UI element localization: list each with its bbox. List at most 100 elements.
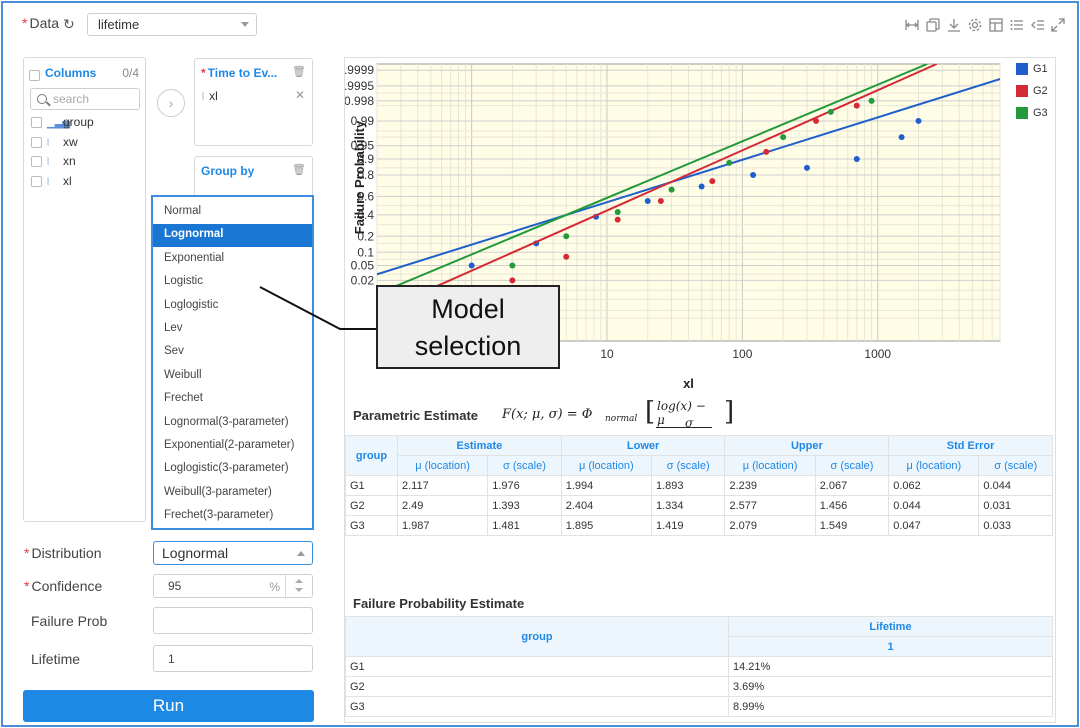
chevron-down-icon: [241, 22, 249, 27]
legend-item-g3[interactable]: G3: [1016, 107, 1048, 120]
fit-line-g3: [377, 64, 928, 296]
distribution-select[interactable]: Lognormal: [153, 541, 313, 565]
data-point-g1: [915, 117, 922, 124]
sub-header: μ (location): [396, 455, 489, 476]
distribution-option[interactable]: Normal: [164, 205, 202, 217]
confidence-stepper[interactable]: [285, 575, 312, 597]
refresh-icon[interactable]: ↻: [63, 16, 75, 32]
close-icon[interactable]: ✕: [294, 88, 305, 102]
distribution-option[interactable]: Exponential(2-parameter): [164, 439, 295, 451]
dataset-select[interactable]: lifetime: [87, 13, 257, 36]
failure-estimate-title: Failure Probability Estimate: [353, 596, 525, 611]
scale-icon: ⦚: [47, 157, 50, 168]
confidence-input[interactable]: 95 %: [153, 574, 313, 598]
columns-search-input[interactable]: search: [30, 88, 140, 110]
data-point-g3: [563, 233, 570, 240]
trash-icon[interactable]: 🗑: [292, 164, 306, 176]
y-tick-label: 0.4: [357, 208, 374, 222]
table-row: G1 14.21%: [345, 656, 1053, 677]
distribution-option[interactable]: Sev: [164, 345, 184, 358]
column-item-xn[interactable]: ⦚ xn: [31, 154, 76, 168]
copy-icon[interactable]: [925, 17, 941, 33]
column-checkbox[interactable]: [31, 117, 42, 129]
legend-swatch: [1016, 63, 1028, 76]
select-all-checkbox[interactable]: [29, 67, 40, 85]
sub-header: σ (scale): [814, 455, 890, 476]
failure-prob-label: Failure Prob: [31, 613, 108, 629]
data-point-g3: [726, 159, 733, 166]
distribution-option[interactable]: Exponential: [164, 251, 225, 264]
distribution-option[interactable]: Frechet(3-parameter): [164, 509, 274, 522]
legend-item-g2[interactable]: G2: [1016, 85, 1048, 98]
distribution-option[interactable]: Frechet: [164, 392, 203, 405]
distribution-option[interactable]: Lognormal: [153, 224, 312, 248]
failure-prob-input[interactable]: [153, 607, 313, 634]
lifetime-input[interactable]: 1: [153, 645, 313, 672]
column-group-header: Std Error: [888, 435, 1053, 456]
layout-icon[interactable]: [988, 17, 1004, 33]
value-cell: 2.117: [396, 475, 489, 496]
distribution-option[interactable]: Lev: [164, 322, 183, 334]
move-right-button[interactable]: ›: [157, 89, 185, 117]
group-cell: G2: [345, 676, 729, 697]
group-cell: G2: [345, 495, 398, 516]
y-tick-label: 0.8: [357, 168, 374, 182]
column-checkbox[interactable]: [31, 137, 42, 149]
distribution-dropdown-menu: Normal Lognormal Exponential Logistic Loglog…: [151, 195, 314, 530]
column-header: group: [345, 435, 398, 476]
distribution-option[interactable]: Loglogistic(3-parameter): [164, 462, 289, 475]
download-icon[interactable]: [946, 17, 962, 33]
run-button[interactable]: Run: [23, 690, 314, 722]
y-tick-label: 0.998: [345, 94, 374, 108]
sub-header: 1: [728, 636, 1053, 657]
value-cell: 2.577: [724, 495, 816, 516]
column-group-header: Estimate: [397, 435, 562, 456]
distribution-option[interactable]: Logistic: [164, 275, 203, 288]
data-point-g2: [709, 178, 716, 185]
collapse-icon[interactable]: [1030, 17, 1046, 33]
fit-line-g1: [377, 78, 1000, 276]
value-cell: 1.987: [396, 515, 489, 536]
time-to-event-item[interactable]: ⦚ xl: [202, 89, 218, 103]
column-item-group[interactable]: ▁▃▅group: [31, 115, 94, 129]
data-point-g2: [614, 216, 621, 223]
column-group-header: Upper: [724, 435, 890, 456]
legend-swatch: [1016, 107, 1028, 120]
data-point-g3: [614, 209, 621, 216]
distribution-option[interactable]: Weibull(3-parameter): [164, 485, 272, 498]
value-cell: 0.031: [978, 495, 1053, 516]
chevron-up-icon: [297, 551, 305, 556]
fit-width-icon[interactable]: [904, 17, 920, 33]
distribution-label: * Distribution: [24, 545, 102, 561]
confidence-label: * Confidence: [24, 578, 103, 594]
data-label: * Data: [22, 15, 60, 31]
value-cell: 2.239: [724, 475, 816, 496]
value-cell: 2.404: [560, 495, 652, 516]
legend-item-g1[interactable]: G1: [1016, 63, 1048, 76]
columns-count: 0/4: [122, 66, 139, 80]
y-tick-label: 0.9: [357, 152, 374, 166]
expand-icon[interactable]: [1050, 17, 1066, 33]
time-to-event-title: * Time to Ev...: [201, 66, 278, 80]
trash-icon[interactable]: 🗑: [292, 66, 306, 78]
gear-icon[interactable]: [967, 17, 983, 33]
table-row: G2 2.49 1.393 2.404 1.334 2.577 1.456 0.044 0.03…: [345, 495, 1053, 516]
search-icon: [37, 94, 47, 104]
distribution-option[interactable]: Weibull: [164, 368, 202, 381]
data-point-g1: [644, 198, 651, 205]
value-cell: 14.21%: [728, 656, 1053, 677]
column-item-xl[interactable]: ⦚ xl: [31, 174, 72, 188]
column-item-xw[interactable]: ⦚ xw: [31, 135, 78, 149]
data-point-g2: [813, 117, 820, 124]
distribution-option[interactable]: Lognormal(3-parameter): [164, 415, 289, 428]
data-point-g2: [563, 253, 570, 260]
distribution-option[interactable]: Loglogistic: [164, 298, 219, 311]
column-checkbox[interactable]: [31, 176, 42, 188]
sub-header: μ (location): [888, 455, 980, 476]
value-cell: 1.893: [650, 475, 726, 496]
group-cell: G3: [345, 696, 729, 717]
list-icon[interactable]: [1009, 17, 1025, 33]
column-checkbox[interactable]: [31, 156, 42, 168]
table-row: G2 3.69%: [345, 676, 1053, 697]
